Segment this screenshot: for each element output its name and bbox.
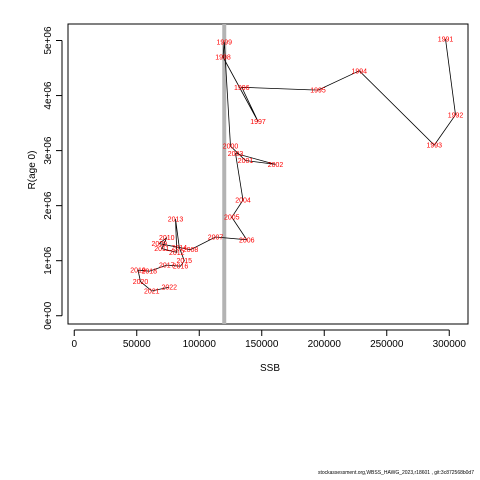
point-label-1991: 1991 bbox=[438, 36, 454, 43]
point-label-2010: 2010 bbox=[159, 235, 175, 242]
x-axis: 0 50000 100000 150000 200000 250000 300000 bbox=[71, 329, 467, 350]
y-axis-label: R(age 0) bbox=[27, 151, 38, 190]
point-label-1998: 1998 bbox=[215, 55, 231, 62]
x-tick-label-300000: 300000 bbox=[433, 339, 467, 350]
point-label-1993: 1993 bbox=[426, 143, 442, 150]
point-label-2009: 2009 bbox=[151, 241, 167, 248]
plot-frame bbox=[67, 23, 469, 325]
x-tick-label-50000: 50000 bbox=[123, 339, 151, 350]
point-label-1999: 1999 bbox=[216, 40, 232, 47]
point-label-2018: 2018 bbox=[141, 269, 157, 276]
point-label-2000: 2000 bbox=[223, 144, 239, 151]
point-label-1996: 1996 bbox=[234, 85, 250, 92]
y-tick-label-4000000: 4e+06 bbox=[43, 81, 54, 110]
point-label-2002: 2002 bbox=[268, 162, 284, 169]
point-label-2022: 2022 bbox=[161, 285, 177, 292]
y-tick-label-3000000: 3e+06 bbox=[43, 136, 54, 165]
point-label-1995: 1995 bbox=[310, 88, 326, 95]
series-path-group bbox=[137, 38, 456, 292]
x-tick-label-150000: 150000 bbox=[245, 339, 279, 350]
x-tick-label-200000: 200000 bbox=[308, 339, 342, 350]
point-label-2007: 2007 bbox=[208, 235, 224, 242]
point-label-2001: 2001 bbox=[238, 158, 254, 165]
y-axis: 0e+00 1e+06 2e+06 3e+06 4e+06 5e+06 bbox=[43, 26, 63, 330]
x-tick-label-100000: 100000 bbox=[183, 339, 217, 350]
y-tick-label-0: 0e+00 bbox=[43, 301, 54, 330]
point-label-2021: 2021 bbox=[144, 288, 160, 295]
point-label-2004: 2004 bbox=[235, 198, 251, 205]
y-tick-label-2000000: 2e+06 bbox=[43, 191, 54, 220]
footer-source-text: stockassessment.org,WBSS_HAWG_2023,r1860… bbox=[317, 470, 474, 476]
point-label-2016: 2016 bbox=[173, 264, 189, 271]
x-axis-label: SSB bbox=[260, 363, 280, 374]
y-tick-label-5000000: 5e+06 bbox=[43, 26, 54, 55]
point-label-2012: 2012 bbox=[169, 250, 185, 257]
point-label-2015: 2015 bbox=[176, 258, 192, 265]
point-label-1992: 1992 bbox=[448, 112, 464, 119]
point-label-2017: 2017 bbox=[159, 263, 175, 270]
point-label-2011: 2011 bbox=[154, 246, 169, 253]
point-label-2003: 2003 bbox=[228, 151, 244, 158]
series-line bbox=[137, 38, 456, 292]
point-label-2005: 2005 bbox=[224, 215, 240, 222]
point-label-2019: 2019 bbox=[130, 268, 146, 275]
point-label-2014: 2014 bbox=[171, 245, 187, 252]
x-tick-label-0: 0 bbox=[71, 339, 77, 350]
point-labels-group: 1991 1992 1993 1994 1995 1996 1997 1998 1999 2000… bbox=[130, 36, 463, 295]
point-label-2006: 2006 bbox=[239, 237, 255, 244]
point-label-2020: 2020 bbox=[133, 279, 149, 286]
point-label-1994: 1994 bbox=[351, 68, 367, 75]
y-tick-label-1000000: 1e+06 bbox=[43, 246, 54, 275]
plot-border bbox=[67, 23, 469, 325]
x-tick-label-250000: 250000 bbox=[370, 339, 404, 350]
point-label-2008: 2008 bbox=[183, 247, 199, 254]
point-label-2013: 2013 bbox=[168, 216, 184, 223]
point-label-1997: 1997 bbox=[250, 119, 266, 126]
